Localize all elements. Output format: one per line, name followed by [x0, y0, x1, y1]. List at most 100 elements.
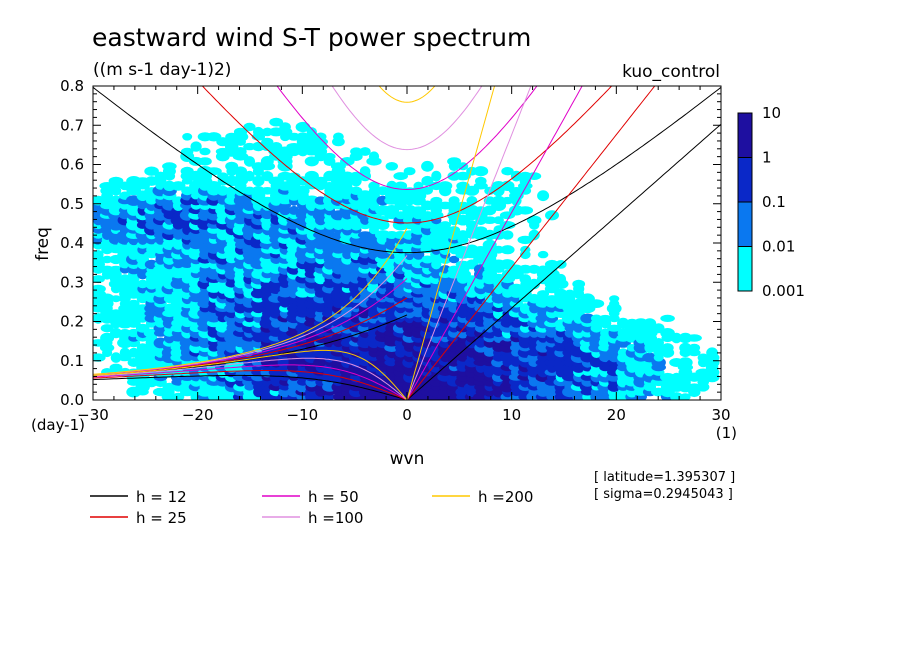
power-cell	[526, 215, 542, 225]
power-cell	[108, 265, 124, 273]
power-cell	[110, 327, 122, 339]
dispersion-curves	[93, 86, 721, 400]
power-cell	[617, 328, 629, 338]
power-cell	[421, 200, 434, 211]
legend-label: h =100	[308, 509, 363, 527]
power-cell	[421, 186, 433, 195]
dispersion-curve-inertio-gravity-h100	[331, 86, 483, 151]
power-cell	[482, 216, 498, 224]
power-cell	[499, 339, 516, 347]
power-cell	[304, 156, 319, 167]
power-cell	[643, 318, 657, 329]
power-cell	[455, 171, 471, 181]
y-tick-label: 0.2	[60, 313, 84, 331]
y-axis-unit: (day-1)	[31, 416, 85, 434]
power-cell	[368, 181, 380, 191]
power-cell	[572, 279, 586, 289]
x-tick-label: 10	[502, 406, 521, 424]
y-tick-label: 0.0	[60, 391, 84, 409]
power-cell	[493, 225, 504, 235]
dispersion-curve-inertio-gravity-h50	[276, 86, 538, 191]
power-cell	[101, 255, 113, 264]
dispersion-curve-kelvin-h25	[406, 86, 656, 400]
power-cell	[110, 295, 122, 303]
legend-label: h =200	[478, 488, 533, 506]
power-cell	[678, 357, 693, 368]
power-cell	[359, 166, 371, 177]
power-cell	[137, 279, 149, 289]
y-axis-label: freq	[33, 227, 53, 261]
power-cell	[528, 264, 541, 274]
x-axis-label: wvn	[390, 449, 425, 469]
x-tick-label: −30	[77, 406, 109, 424]
power-cell	[296, 185, 310, 196]
power-cell	[393, 172, 409, 181]
power-cell	[119, 274, 131, 284]
y-tick-label: 0.5	[60, 195, 84, 213]
power-cell	[340, 157, 355, 166]
power-cell	[706, 347, 718, 359]
dispersion-curve-kelvin-h12	[406, 123, 721, 400]
dispersion-curve-rossby-h50	[93, 364, 408, 400]
power-cell	[99, 343, 115, 352]
power-cell	[359, 147, 371, 156]
dispersion-curve-kelvin-h200	[406, 86, 496, 400]
power-cell	[474, 206, 487, 215]
power-cell	[466, 275, 478, 283]
x-tick-label: 0	[402, 406, 412, 424]
power-cell	[93, 284, 106, 294]
power-cell	[493, 216, 504, 225]
dispersion-curve-kelvin-h100	[406, 86, 532, 400]
power-cell	[670, 392, 683, 400]
power-cell	[172, 392, 185, 400]
power-cell	[517, 206, 534, 215]
power-cell	[653, 338, 664, 348]
power-cell	[225, 161, 239, 171]
power-cell	[439, 221, 452, 230]
power-cell	[385, 162, 398, 171]
power-cell	[162, 382, 177, 392]
power-cell	[679, 342, 692, 353]
power-cell	[475, 176, 487, 186]
chart-units: ((m s-1 day-1)2)	[93, 60, 231, 80]
colorbar-label: 0.001	[762, 282, 805, 300]
power-cell	[349, 171, 364, 181]
power-cell	[403, 167, 416, 176]
power-cell	[252, 175, 265, 187]
power-cell	[671, 332, 682, 344]
power-cell	[314, 132, 327, 142]
dispersion-curve-inertio-gravity-h200	[378, 86, 436, 103]
power-cell	[128, 299, 140, 308]
power-cell	[447, 368, 462, 377]
power-cell	[431, 170, 442, 182]
power-cell	[261, 137, 274, 146]
power-cell	[136, 190, 149, 201]
power-cell	[598, 314, 613, 322]
power-cell	[234, 147, 247, 156]
power-cell	[323, 152, 336, 161]
power-cell	[136, 343, 149, 353]
power-cell	[243, 122, 256, 132]
colorbar-swatch	[737, 201, 753, 247]
power-cell	[537, 250, 549, 259]
power-cell	[251, 186, 265, 196]
power-cell	[482, 239, 497, 250]
power-cell	[545, 210, 559, 221]
legend-label: h = 25	[136, 509, 187, 527]
latitude-annotation: [ latitude=1.395307 ]	[594, 470, 735, 485]
colorbar-label: 0.01	[762, 238, 795, 256]
power-cell	[306, 127, 317, 137]
power-cell	[295, 121, 311, 133]
legend: h = 12 h = 25 h = 50 h =100 h =200	[90, 488, 533, 527]
power-cell	[528, 229, 540, 241]
y-tick-label: 0.4	[60, 234, 84, 252]
x-tick-label: 30	[711, 406, 730, 424]
power-cell	[118, 329, 132, 338]
power-cell	[439, 265, 452, 274]
power-cell	[554, 288, 568, 299]
power-cell	[519, 274, 532, 285]
power-cell	[207, 387, 221, 397]
legend-label: h = 50	[308, 488, 359, 506]
power-cell	[661, 343, 674, 353]
power-cell	[234, 166, 248, 176]
